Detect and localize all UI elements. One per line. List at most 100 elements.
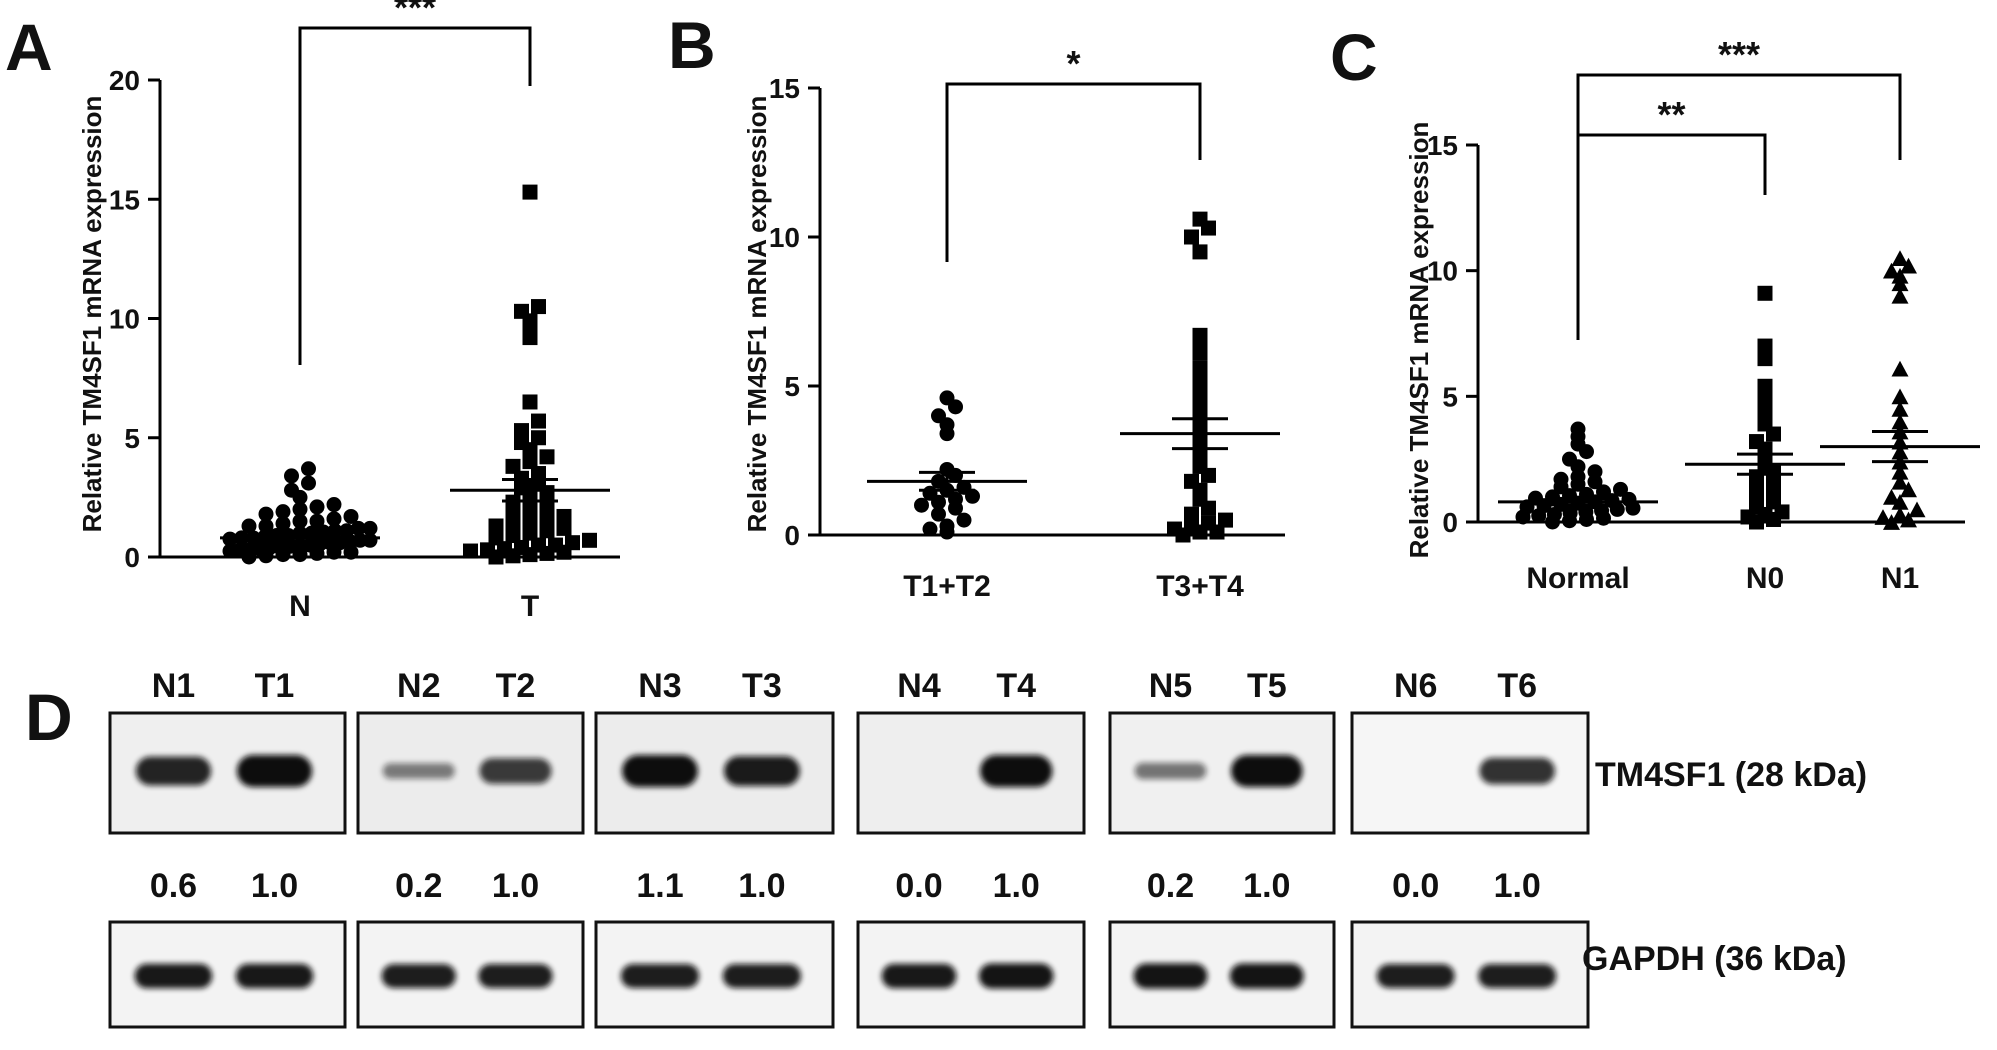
panel-a-dot bbox=[327, 523, 343, 539]
panel-a-square-marker bbox=[505, 458, 521, 474]
blot-pair: N1 T1 0.6 1.0 bbox=[108, 667, 347, 1029]
panel-c-dot bbox=[1570, 421, 1586, 437]
gapdh-band bbox=[1229, 963, 1304, 989]
panel-c-triangle-marker bbox=[1891, 267, 1909, 284]
panel-b-square-marker bbox=[1192, 393, 1208, 409]
panel-a-dot bbox=[339, 523, 355, 539]
intensity-ratio: 1.0 bbox=[492, 867, 539, 905]
panel-a-square-marker bbox=[565, 535, 580, 551]
gapdh-band bbox=[881, 963, 957, 989]
intensity-ratio: 0.2 bbox=[1147, 867, 1194, 905]
panel-a-y-tick-label: 0 bbox=[124, 542, 140, 573]
panel-c-triangle-marker bbox=[1900, 511, 1917, 528]
intensity-ratio: 0.0 bbox=[895, 867, 942, 905]
panel-a-square-marker bbox=[531, 466, 546, 482]
panel-c-y-axis-title: Relative TM4SF1 mRNA expression bbox=[1404, 122, 1434, 559]
panel-b-dot bbox=[939, 518, 955, 534]
panel-b-y-tick-label: 15 bbox=[769, 73, 800, 104]
panel-a-square-marker bbox=[488, 530, 504, 546]
panel-b-dot bbox=[931, 506, 946, 522]
panel-a-square-marker bbox=[522, 501, 538, 517]
panel-a-square-marker bbox=[505, 528, 521, 544]
panel-a-dot bbox=[343, 508, 359, 524]
panel-c-triangle-marker bbox=[1891, 463, 1909, 480]
panel-b-dot bbox=[922, 521, 938, 537]
panel-a-square-marker bbox=[539, 511, 555, 527]
gapdh-band bbox=[478, 964, 553, 988]
panel-a-y-tick-label: 10 bbox=[109, 304, 140, 335]
intensity-ratio: 0.0 bbox=[1392, 867, 1439, 905]
panel-a-dot bbox=[350, 520, 366, 536]
tm4sf1-band bbox=[382, 763, 455, 779]
panel-c-dot bbox=[1553, 471, 1569, 487]
panel-c-significance-bracket bbox=[1576, 133, 1767, 340]
panel-b-significance-bracket bbox=[945, 82, 1202, 262]
panel-c-square-marker bbox=[1757, 351, 1773, 367]
panel-b-square-marker bbox=[1184, 518, 1199, 534]
panel-b-dot bbox=[914, 497, 929, 513]
panel-a-dot bbox=[258, 518, 274, 534]
panel-c-y-tick-label: 15 bbox=[1427, 130, 1458, 161]
panel-c-triangle-marker bbox=[1908, 501, 1926, 518]
lane-label: T2 bbox=[496, 667, 536, 705]
blot-pair: N4 T4 0.0 1.0 bbox=[856, 667, 1086, 1029]
panel-b-y-axis-title: Relative TM4SF1 mRNA expression bbox=[742, 96, 772, 533]
panel-a-square-marker bbox=[539, 499, 555, 515]
panel-b-y-tick-label: 10 bbox=[769, 222, 800, 253]
panel-c-dot bbox=[1587, 464, 1603, 480]
panel-a-y-tick-label: 15 bbox=[109, 184, 140, 215]
panel-c-square-marker bbox=[1749, 434, 1764, 450]
panel-c-triangle-marker bbox=[1900, 481, 1917, 498]
panel-d: D N1 T1 0.6 1.0 N2 T2 0.2 1.0 N3 T3 1.1 1.0 N4 T4 0.0 1… bbox=[25, 667, 1867, 1029]
panel-a-square-marker bbox=[505, 506, 521, 522]
panel-a: A Relative TM4SF1 mRNA expression 0 5 10 15… bbox=[5, 0, 620, 623]
blot-pair: N6 T6 0.0 1.0 bbox=[1350, 667, 1590, 1029]
intensity-ratio: 1.0 bbox=[738, 867, 785, 905]
panel-b-square-marker bbox=[1184, 229, 1199, 245]
panel-c: C Relative TM4SF1 mRNA expression 0 5 10 15… bbox=[1330, 20, 1980, 595]
panel-a-significance-label: *** bbox=[394, 0, 436, 28]
intensity-ratio: 1.0 bbox=[993, 867, 1040, 905]
panel-c-square-marker bbox=[1757, 285, 1773, 301]
panel-b-square-marker bbox=[1167, 521, 1182, 537]
panel-c-triangle-marker bbox=[1900, 257, 1917, 274]
panel-a-square-marker bbox=[556, 508, 572, 524]
intensity-ratio: 0.6 bbox=[150, 867, 197, 905]
tm4sf1-band bbox=[1134, 762, 1207, 780]
panel-a-dot bbox=[309, 513, 325, 529]
lane-label: N2 bbox=[397, 667, 440, 705]
panel-c-y-tick-label: 5 bbox=[1442, 381, 1458, 412]
blot-pair: N2 T2 0.2 1.0 bbox=[356, 667, 585, 1029]
blot-pair: N5 T5 0.2 1.0 bbox=[1108, 667, 1336, 1029]
panel-c-category-label: N1 bbox=[1881, 562, 1919, 595]
panel-b-square-marker bbox=[1192, 450, 1208, 466]
intensity-ratio: 1.1 bbox=[636, 867, 683, 905]
panel-a-square-marker bbox=[548, 537, 563, 553]
panel-b-square-marker bbox=[1184, 506, 1199, 522]
panel-b-dot bbox=[931, 408, 946, 424]
tm4sf1-band bbox=[236, 755, 313, 787]
panel-a-dot bbox=[258, 506, 274, 522]
lane-label: T3 bbox=[742, 667, 782, 705]
panel-b-plot: 0 5 10 15 T1+T2 T3+T4 * bbox=[769, 43, 1285, 603]
panel-a-square-marker bbox=[522, 184, 538, 200]
panel-a-dot bbox=[275, 516, 291, 532]
intensity-ratio: 1.0 bbox=[251, 867, 298, 905]
panel-a-dot bbox=[292, 513, 308, 529]
panel-a-dot bbox=[309, 499, 325, 515]
tm4sf1-blot-box bbox=[1350, 711, 1590, 835]
panel-b-dot bbox=[956, 512, 972, 528]
panel-c-significance-label: *** bbox=[1718, 34, 1760, 75]
panel-a-square-marker bbox=[514, 303, 529, 319]
tm4sf1-band bbox=[723, 756, 800, 786]
tm4sf1-band bbox=[135, 756, 212, 786]
panel-a-dot bbox=[326, 511, 342, 527]
panel-c-triangle-marker bbox=[1874, 509, 1892, 525]
panel-c-triangle-marker bbox=[1883, 514, 1900, 530]
panel-a-y-axis-title: Relative TM4SF1 mRNA expression bbox=[77, 96, 107, 533]
panel-c-triangle-marker bbox=[1891, 494, 1909, 510]
panel-c-dot bbox=[1596, 484, 1611, 500]
panel-a-significance-bracket bbox=[298, 26, 532, 365]
gapdh-band bbox=[1376, 964, 1455, 988]
gapdh-band bbox=[620, 964, 700, 988]
